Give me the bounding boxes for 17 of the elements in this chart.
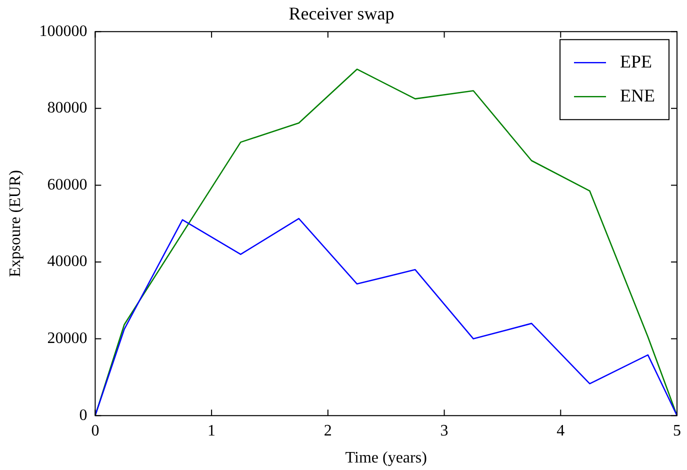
y-tick-label: 0 — [79, 406, 88, 424]
chart-title: Receiver swap — [288, 4, 394, 24]
y-tick-label: 20000 — [47, 330, 88, 348]
x-tick-label: 5 — [673, 422, 681, 440]
y-tick-label: 100000 — [39, 22, 88, 40]
x-tick-label: 3 — [440, 422, 448, 440]
y-tick-label: 60000 — [47, 176, 88, 194]
x-tick-label: 0 — [91, 422, 100, 440]
x-axis-title: Time (years) — [345, 450, 427, 467]
y-tick-label: 40000 — [47, 253, 88, 270]
x-tick-label: 4 — [556, 422, 565, 440]
legend-label: EPE — [620, 51, 652, 72]
y-axis-title: Expsoure (EUR) — [6, 170, 24, 278]
legend-label: ENE — [620, 85, 656, 106]
x-tick-label: 1 — [208, 422, 216, 440]
y-tick-label: 80000 — [47, 100, 88, 117]
x-tick-label: 2 — [324, 422, 332, 440]
